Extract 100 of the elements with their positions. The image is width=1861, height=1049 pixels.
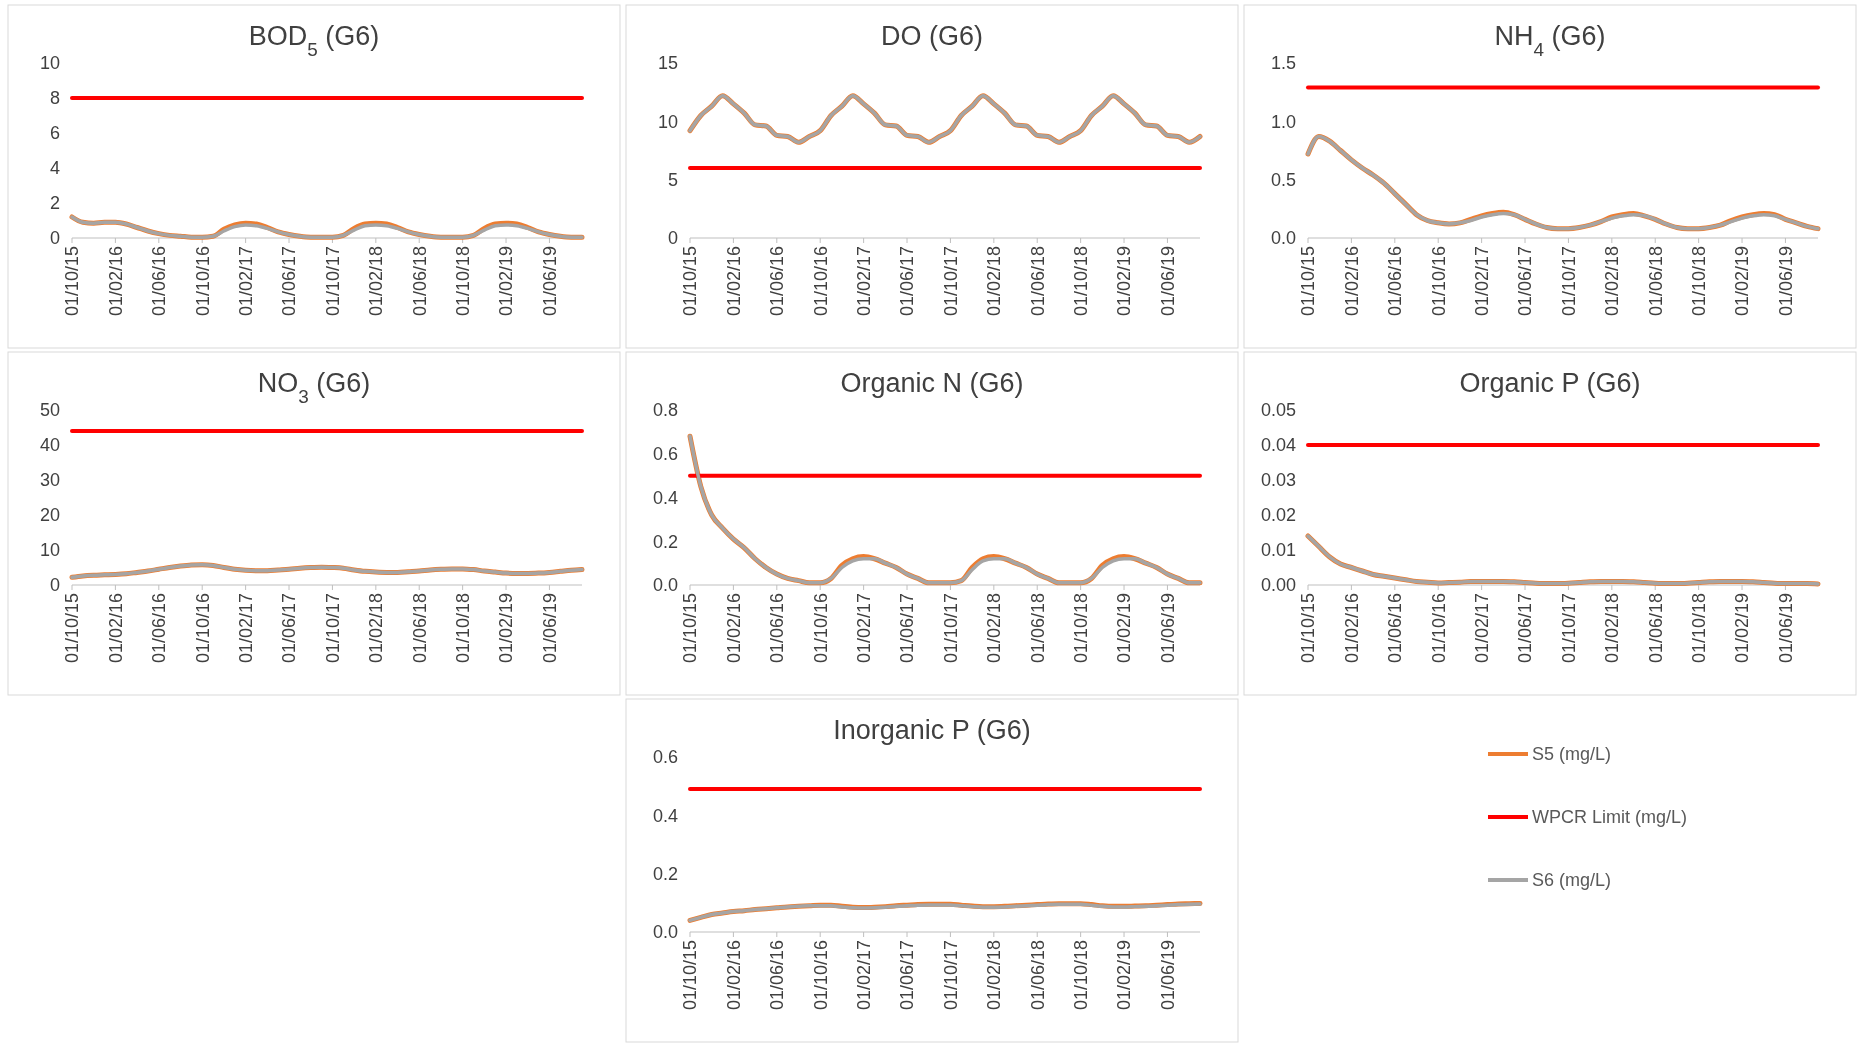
x-tick-label: 01/02/19 bbox=[1114, 593, 1135, 664]
x-tick-label: 01/06/19 bbox=[1157, 940, 1178, 1011]
x-tick-label: 01/02/17 bbox=[235, 246, 256, 317]
y-tick-label: 0 bbox=[49, 228, 60, 249]
x-tick-label: 01/06/16 bbox=[149, 246, 170, 317]
x-tick-label: 01/06/16 bbox=[767, 940, 788, 1011]
x-tick-label: 01/02/19 bbox=[1732, 593, 1753, 664]
x-tick-label: 01/10/17 bbox=[940, 940, 961, 1011]
x-tick-label: 01/10/15 bbox=[680, 246, 701, 317]
x-tick-label: 01/02/19 bbox=[1114, 940, 1135, 1011]
x-tick-label: 01/02/16 bbox=[723, 246, 744, 317]
y-tick-label: 0.00 bbox=[1260, 575, 1296, 596]
x-tick-label: 01/06/16 bbox=[767, 246, 788, 317]
y-tick-label: 6 bbox=[49, 123, 60, 144]
y-tick-label: 15 bbox=[657, 53, 678, 74]
x-tick-label: 01/06/16 bbox=[1385, 593, 1406, 664]
x-tick-label: 01/06/19 bbox=[539, 593, 560, 664]
x-tick-label: 01/02/17 bbox=[1471, 246, 1492, 317]
x-tick-label: 01/02/18 bbox=[984, 246, 1005, 317]
y-tick-label: 50 bbox=[39, 400, 60, 421]
y-tick-label: 20 bbox=[39, 505, 60, 526]
y-tick-label: 1.5 bbox=[1270, 53, 1296, 74]
y-tick-label: 0.02 bbox=[1260, 505, 1296, 526]
y-tick-label: 10 bbox=[39, 53, 60, 74]
chart-title: Organic N (G6) bbox=[840, 368, 1024, 398]
x-tick-label: 01/02/19 bbox=[1114, 246, 1135, 317]
x-tick-label: 01/02/18 bbox=[366, 593, 387, 664]
x-tick-label: 01/06/19 bbox=[1157, 593, 1178, 664]
x-tick-label: 01/10/15 bbox=[1298, 593, 1319, 664]
x-tick-label: 01/02/16 bbox=[723, 593, 744, 664]
x-tick-label: 01/02/19 bbox=[496, 246, 517, 317]
x-tick-label: 01/02/17 bbox=[853, 593, 874, 664]
chart-title: NH$_{4}$ (G6) bbox=[1494, 21, 1606, 60]
legend-label: WPCR Limit (mg/L) bbox=[1532, 807, 1688, 828]
legend-label: S6 (mg/L) bbox=[1532, 870, 1612, 891]
x-tick-label: 01/06/17 bbox=[279, 246, 300, 317]
x-tick-label: 01/10/17 bbox=[940, 593, 961, 664]
x-tick-label: 01/02/18 bbox=[984, 593, 1005, 664]
x-tick-label: 01/06/19 bbox=[1775, 593, 1796, 664]
y-tick-label: 10 bbox=[657, 111, 678, 132]
y-tick-label: 0.0 bbox=[652, 575, 678, 596]
x-tick-label: 01/10/16 bbox=[1428, 593, 1449, 664]
x-tick-label: 01/02/16 bbox=[723, 940, 744, 1011]
x-tick-label: 01/06/17 bbox=[897, 246, 918, 317]
y-tick-label: 0.04 bbox=[1260, 435, 1296, 456]
x-tick-label: 01/06/18 bbox=[409, 246, 430, 317]
x-tick-label: 01/10/17 bbox=[322, 246, 343, 317]
x-tick-label: 01/06/17 bbox=[897, 940, 918, 1011]
y-tick-label: 0.5 bbox=[1270, 169, 1296, 190]
x-tick-label: 01/06/19 bbox=[1157, 246, 1178, 317]
x-tick-label: 01/10/18 bbox=[452, 593, 473, 664]
x-tick-label: 01/02/16 bbox=[105, 593, 126, 664]
y-tick-label: 0.03 bbox=[1260, 470, 1296, 491]
x-tick-label: 01/10/15 bbox=[680, 593, 701, 664]
x-tick-label: 01/06/16 bbox=[149, 593, 170, 664]
chart-title: Organic P (G6) bbox=[1459, 368, 1641, 398]
y-tick-label: 5 bbox=[667, 169, 678, 190]
y-tick-label: 10 bbox=[39, 540, 60, 561]
y-tick-label: 0.0 bbox=[1270, 228, 1296, 249]
x-tick-label: 01/02/16 bbox=[1341, 593, 1362, 664]
x-tick-label: 01/10/16 bbox=[192, 246, 213, 317]
x-tick-label: 01/06/18 bbox=[1027, 246, 1048, 317]
x-tick-label: 01/02/17 bbox=[235, 593, 256, 664]
x-tick-label: 01/10/16 bbox=[810, 940, 831, 1011]
chart-title: BOD$_{5}$ (G6) bbox=[248, 21, 380, 60]
chart-title: DO (G6) bbox=[880, 21, 984, 51]
y-tick-label: 30 bbox=[39, 470, 60, 491]
x-tick-label: 01/02/17 bbox=[1471, 593, 1492, 664]
x-tick-label: 01/10/18 bbox=[452, 246, 473, 317]
x-tick-label: 01/02/16 bbox=[105, 246, 126, 317]
x-tick-label: 01/10/15 bbox=[62, 246, 83, 317]
x-tick-label: 01/06/18 bbox=[1027, 593, 1048, 664]
y-tick-label: 0.0 bbox=[652, 922, 678, 943]
x-tick-label: 01/06/17 bbox=[897, 593, 918, 664]
x-tick-label: 01/10/17 bbox=[322, 593, 343, 664]
x-tick-label: 01/10/16 bbox=[810, 593, 831, 664]
x-tick-label: 01/02/18 bbox=[1602, 246, 1623, 317]
x-tick-label: 01/06/18 bbox=[1645, 593, 1666, 664]
x-tick-label: 01/10/16 bbox=[810, 246, 831, 317]
y-tick-label: 40 bbox=[39, 435, 60, 456]
y-tick-label: 8 bbox=[49, 88, 60, 109]
x-tick-label: 01/02/18 bbox=[366, 246, 387, 317]
x-tick-label: 01/10/17 bbox=[940, 246, 961, 317]
x-tick-label: 01/02/16 bbox=[1341, 246, 1362, 317]
x-tick-label: 01/10/17 bbox=[1558, 246, 1579, 317]
x-tick-label: 01/06/19 bbox=[1775, 246, 1796, 317]
y-tick-label: 0.2 bbox=[652, 531, 678, 552]
x-tick-label: 01/10/18 bbox=[1070, 593, 1091, 664]
x-tick-label: 01/10/17 bbox=[1558, 593, 1579, 664]
x-tick-label: 01/10/16 bbox=[1428, 246, 1449, 317]
x-tick-label: 01/10/15 bbox=[1298, 246, 1319, 317]
x-tick-label: 01/06/17 bbox=[1515, 246, 1536, 317]
chart-title: Inorganic P (G6) bbox=[833, 715, 1031, 745]
x-tick-label: 01/10/15 bbox=[680, 940, 701, 1011]
x-tick-label: 01/02/17 bbox=[853, 940, 874, 1011]
y-tick-label: 4 bbox=[49, 158, 60, 179]
y-tick-label: 2 bbox=[49, 193, 60, 214]
x-tick-label: 01/02/18 bbox=[1602, 593, 1623, 664]
y-tick-label: 0.05 bbox=[1260, 400, 1296, 421]
x-tick-label: 01/02/18 bbox=[984, 940, 1005, 1011]
